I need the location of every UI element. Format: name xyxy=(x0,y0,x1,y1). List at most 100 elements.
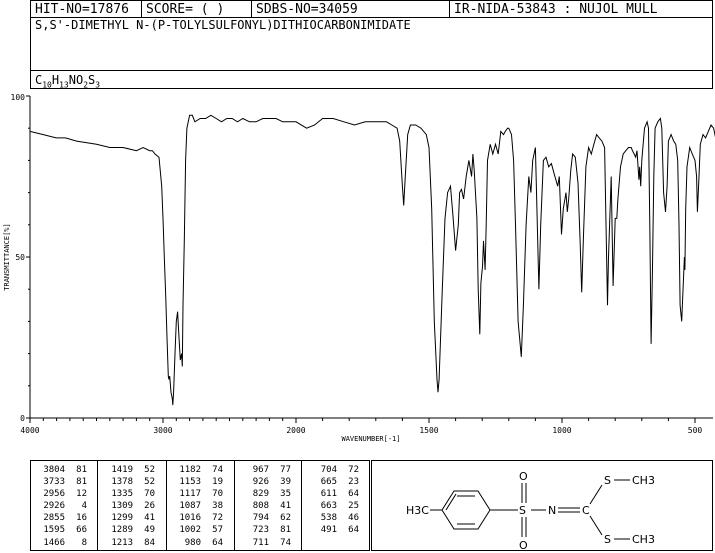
peak-row: 538 46 xyxy=(307,512,359,524)
peak-transmittance: 81 xyxy=(76,465,87,475)
peak-wavenumber: 538 xyxy=(320,513,337,524)
peak-wavenumber: 704 xyxy=(320,465,337,475)
peak-wavenumber: 2956 xyxy=(43,489,65,500)
peak-transmittance: 16 xyxy=(76,513,87,524)
bond-c-s-top xyxy=(589,484,603,505)
peak-row: 1016 72 xyxy=(171,512,223,524)
peak-row: 663 25 xyxy=(307,500,359,512)
peak-row: 794 62 xyxy=(239,512,291,524)
peak-transmittance: 23 xyxy=(348,477,359,488)
molecular-formula: C10H13NO2S3 xyxy=(30,70,713,89)
peak-transmittance: 70 xyxy=(212,489,223,500)
y-axis-label: TRANSMITTANCE[%] xyxy=(3,223,11,290)
structure-atoms: H3C S O O N C S CH3 S CH3 xyxy=(406,470,655,552)
bond-c-s-bottom xyxy=(589,515,603,536)
hit-number: HIT-NO=17876 xyxy=(35,2,129,17)
peak-transmittance: 64 xyxy=(348,525,359,536)
header-id-row: HIT-NO=17876 SCORE= ( ) SDBS-NO=34059 IR… xyxy=(30,0,713,18)
x-tick-label: 1000 xyxy=(552,426,571,435)
peak-transmittance: 49 xyxy=(144,525,155,536)
peak-column: 704 72 665 23 611 64 663 25 538 46 491 64 xyxy=(307,464,359,550)
peak-transmittance: 70 xyxy=(144,489,155,500)
peak-row: 1466 8 xyxy=(35,537,87,549)
peak-row: 1117 70 xyxy=(171,488,223,500)
x-tick-label: 4000 xyxy=(20,426,39,435)
atom-nitrogen: N xyxy=(548,504,556,517)
molecular-structure: H3C S O O N C S CH3 S CH3 xyxy=(371,460,713,552)
peak-row: 1182 74 xyxy=(171,464,223,476)
header-divider xyxy=(449,1,450,17)
peak-wavenumber: 1289 xyxy=(111,525,133,536)
peak-transmittance: 25 xyxy=(348,501,359,512)
peak-wavenumber: 1016 xyxy=(179,513,201,524)
peak-row: 1213 84 xyxy=(103,537,155,549)
peak-wavenumber: 2855 xyxy=(43,513,65,524)
peak-row: 1309 26 xyxy=(103,500,155,512)
peak-wavenumber: 611 xyxy=(320,489,337,500)
peak-row: 1153 19 xyxy=(171,476,223,488)
peak-table: 3804 81 3733 81 2956 12 2926 4 2855 16 1595 66 1466 8… xyxy=(30,460,370,551)
peak-transmittance: 12 xyxy=(76,489,87,500)
peak-transmittance: 26 xyxy=(144,501,155,512)
y-tick-label: 0 xyxy=(20,414,25,423)
peak-wavenumber: 967 xyxy=(252,465,269,475)
peak-row: 3804 81 xyxy=(35,464,87,476)
peak-wavenumber: 1002 xyxy=(179,525,201,536)
atom-carbon: C xyxy=(582,504,590,517)
axis-ticks xyxy=(26,95,696,423)
peak-row: 1289 49 xyxy=(103,524,155,536)
peak-transmittance: 41 xyxy=(280,501,291,512)
peak-transmittance: 64 xyxy=(348,489,359,500)
peak-transmittance: 41 xyxy=(144,513,155,524)
peak-wavenumber: 1419 xyxy=(111,465,133,475)
peak-column-divider xyxy=(166,461,167,550)
ring-double-bond xyxy=(445,493,457,511)
peak-wavenumber: 3804 xyxy=(43,465,65,475)
atom-oxygen-top: O xyxy=(519,470,528,483)
peak-row: 3733 81 xyxy=(35,476,87,488)
x-tick-label: 2000 xyxy=(286,426,305,435)
header-divider xyxy=(251,1,252,17)
peak-wavenumber: 808 xyxy=(252,501,269,512)
peak-wavenumber: 711 xyxy=(252,537,269,548)
x-tick-label: 1500 xyxy=(419,426,438,435)
peak-row: 1299 41 xyxy=(103,512,155,524)
ir-spectrum-chart: 4000 3000 2000 1500 1000 500 100 50 0 WA… xyxy=(3,93,715,443)
peak-row: 1087 38 xyxy=(171,500,223,512)
peak-wavenumber: 980 xyxy=(184,537,201,548)
peak-transmittance: 46 xyxy=(348,513,359,524)
spectrum-series-line xyxy=(29,114,715,406)
peak-row: 1002 57 xyxy=(171,524,223,536)
atom-sulfur-top: S xyxy=(604,474,611,487)
peak-wavenumber: 491 xyxy=(320,525,337,536)
peak-column: 1419 52 1378 52 1335 70 1309 26 1299 41 1289 49 1213… xyxy=(103,464,155,550)
spectrum-header: HIT-NO=17876 SCORE= ( ) SDBS-NO=34059 IR… xyxy=(30,0,713,89)
peak-row: 1378 52 xyxy=(103,476,155,488)
plot-frame xyxy=(29,96,713,419)
peak-wavenumber: 3733 xyxy=(43,477,65,488)
peak-transmittance: 4 xyxy=(81,501,87,512)
structure-bonds xyxy=(430,479,630,540)
y-tick-label: 100 xyxy=(11,93,26,102)
x-axis-label: WAVENUMBER[-1] xyxy=(341,435,400,443)
peak-row xyxy=(307,537,359,549)
peak-row: 491 64 xyxy=(307,524,359,536)
peak-row: 1335 70 xyxy=(103,488,155,500)
peak-transmittance: 38 xyxy=(212,501,223,512)
x-tick-label: 3000 xyxy=(153,426,172,435)
atom-methyl-bottom: CH3 xyxy=(632,533,655,546)
peak-wavenumber: 1117 xyxy=(179,489,201,500)
peak-transmittance: 19 xyxy=(212,477,223,488)
peak-row: 1419 52 xyxy=(103,464,155,476)
x-tick-label: 500 xyxy=(688,426,703,435)
peak-wavenumber: 794 xyxy=(252,513,269,524)
peak-row: 711 74 xyxy=(239,537,291,549)
peak-transmittance: 52 xyxy=(144,477,155,488)
peak-row: 808 41 xyxy=(239,500,291,512)
peak-row: 665 23 xyxy=(307,476,359,488)
peak-wavenumber: 1213 xyxy=(111,537,133,548)
peak-row: 967 77 xyxy=(239,464,291,476)
atom-sulfur-sulfonyl: S xyxy=(519,504,526,517)
peak-transmittance: 72 xyxy=(348,465,359,475)
peak-row: 980 64 xyxy=(171,537,223,549)
